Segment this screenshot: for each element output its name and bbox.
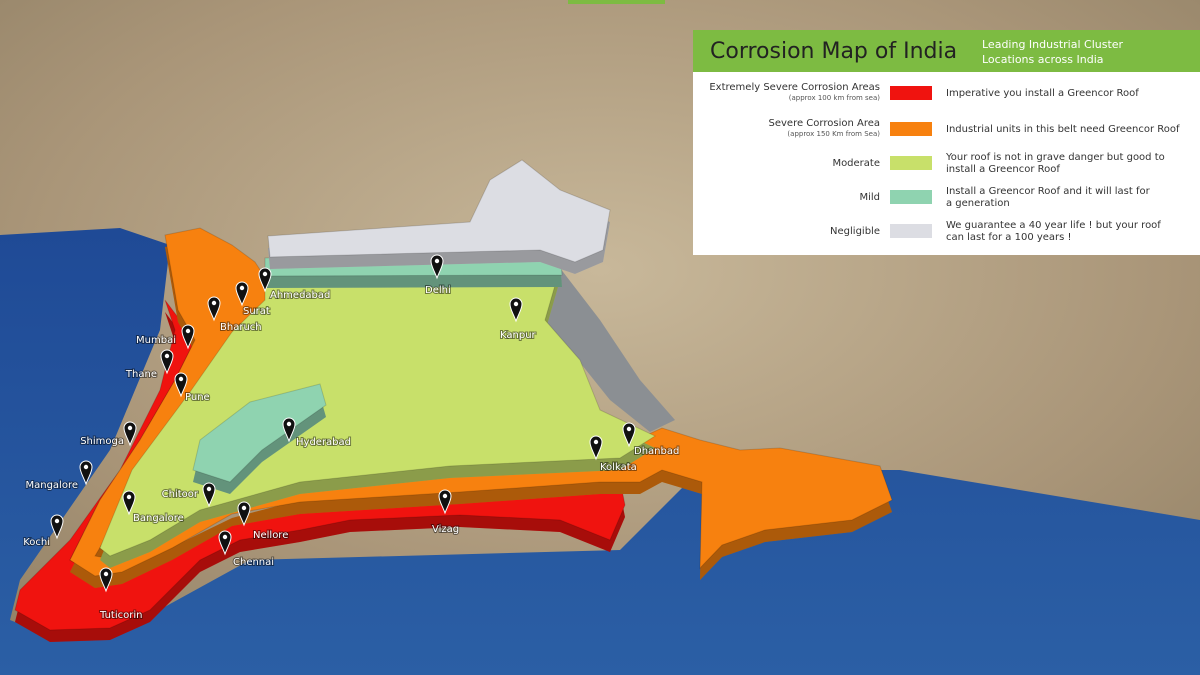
city-pin bbox=[50, 514, 64, 540]
legend: Extremely Severe Corrosion Areas(approx … bbox=[709, 82, 1180, 243]
city-pin-dot bbox=[206, 486, 212, 492]
legend-description: Industrial units in this belt need Green… bbox=[946, 124, 1180, 135]
legend-swatch bbox=[890, 156, 932, 170]
city-label: Surat bbox=[243, 306, 270, 317]
city-pin-dot bbox=[434, 258, 440, 264]
legend-note: (approx 100 km from sea) bbox=[789, 94, 881, 102]
city-pin-dot bbox=[127, 425, 133, 431]
city-pin bbox=[438, 489, 452, 515]
city-pin-dot bbox=[164, 353, 170, 359]
legend-description: can last for a 100 years ! bbox=[946, 232, 1072, 243]
city-pin-dot bbox=[262, 271, 268, 277]
legend-description: install a Greencor Roof bbox=[946, 164, 1060, 175]
city-pin-dot bbox=[103, 571, 109, 577]
city-label: Tuticorin bbox=[99, 610, 142, 621]
legend-description: Install a Greencor Roof and it will last… bbox=[946, 186, 1151, 197]
subtitle: Locations across India bbox=[982, 53, 1104, 66]
legend-label: Moderate bbox=[832, 158, 880, 169]
legend-description: Imperative you install a Greencor Roof bbox=[946, 88, 1139, 99]
city-pin bbox=[99, 567, 113, 593]
corrosion-region bbox=[267, 159, 611, 263]
city-pin bbox=[282, 417, 296, 443]
legend-label: Negligible bbox=[830, 226, 880, 237]
legend-swatch bbox=[890, 122, 932, 136]
legend-label: Severe Corrosion Area bbox=[769, 118, 880, 129]
city-pin bbox=[218, 530, 232, 556]
corrosion-region bbox=[192, 383, 327, 483]
city-pin bbox=[509, 297, 523, 323]
legend-label: Extremely Severe Corrosion Areas bbox=[709, 82, 880, 93]
city-label: Kanpur bbox=[500, 330, 537, 341]
city-pin bbox=[181, 324, 195, 350]
city-pin-dot bbox=[442, 493, 448, 499]
city-label: Mumbai bbox=[136, 335, 176, 346]
legend-header bbox=[693, 30, 1200, 72]
city-pin bbox=[237, 501, 251, 527]
legend-description: Your roof is not in grave danger but goo… bbox=[945, 152, 1165, 163]
legend-swatch bbox=[890, 86, 932, 100]
city-label: Bangalore bbox=[133, 513, 184, 524]
city-label: Thane bbox=[125, 369, 157, 380]
legend-description: We guarantee a 40 year life ! but your r… bbox=[946, 220, 1161, 231]
city-label: Kolkata bbox=[600, 462, 637, 473]
city-pin-dot bbox=[513, 301, 519, 307]
legend-swatch bbox=[890, 190, 932, 204]
city-label: Shimoga bbox=[80, 436, 124, 447]
ocean bbox=[0, 228, 1200, 675]
city-pin-dot bbox=[211, 300, 217, 306]
city-pin bbox=[235, 281, 249, 307]
city-pin-dot bbox=[241, 505, 247, 511]
city-pin-dot bbox=[83, 464, 89, 470]
city-pin bbox=[79, 460, 93, 486]
city-pin bbox=[202, 482, 216, 508]
mountains bbox=[540, 268, 675, 432]
city-pin bbox=[123, 421, 137, 447]
top-accent bbox=[568, 0, 665, 4]
city-pin bbox=[430, 254, 444, 280]
city-label: Ahmedabad bbox=[270, 290, 330, 301]
city-pin bbox=[122, 490, 136, 516]
city-pin bbox=[207, 296, 221, 322]
city-label: Mangalore bbox=[25, 480, 78, 491]
city-label: Chennai bbox=[233, 557, 274, 568]
city-pin bbox=[160, 349, 174, 375]
city-pin-dot bbox=[286, 421, 292, 427]
subtitle: Leading Industrial Cluster bbox=[982, 38, 1124, 51]
city-pin-dot bbox=[178, 376, 184, 382]
city-pin bbox=[174, 372, 188, 398]
city-pin bbox=[589, 435, 603, 461]
city-label: Chitoor bbox=[162, 489, 199, 500]
city-label: Kochi bbox=[23, 537, 50, 548]
legend-swatch bbox=[890, 224, 932, 238]
city-pin-dot bbox=[626, 426, 632, 432]
legend-note: (approx 150 Km from Sea) bbox=[787, 130, 880, 138]
city-pin-dot bbox=[126, 494, 132, 500]
city-label: Vizag bbox=[432, 524, 459, 535]
city-pin-dot bbox=[185, 328, 191, 334]
legend-label: Mild bbox=[859, 192, 880, 203]
title: Corrosion Map of India bbox=[710, 39, 957, 64]
city-pin-dot bbox=[54, 518, 60, 524]
city-pin-dot bbox=[222, 534, 228, 540]
regions bbox=[14, 159, 893, 642]
city-label: Dhanbad bbox=[634, 446, 679, 457]
city-label: Bharuch bbox=[220, 322, 262, 333]
city-label: Hyderabad bbox=[296, 437, 351, 448]
city-pin-dot bbox=[239, 285, 245, 291]
city-pin bbox=[258, 267, 272, 293]
city-pin-dot bbox=[593, 439, 599, 445]
city-label: Pune bbox=[185, 392, 210, 403]
city-label: Delhi bbox=[425, 285, 451, 296]
city-pin bbox=[622, 422, 636, 448]
city-label: Nellore bbox=[253, 530, 288, 541]
legend-description: a generation bbox=[946, 198, 1010, 209]
